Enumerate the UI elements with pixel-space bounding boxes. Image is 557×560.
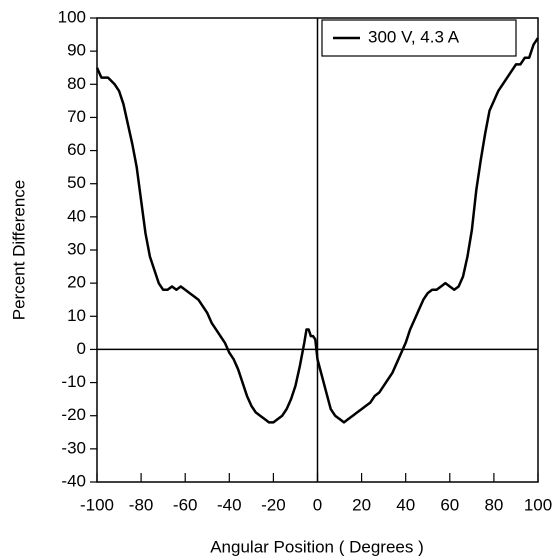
y-tick-label: -30	[61, 438, 86, 457]
y-tick-label: 80	[67, 74, 86, 93]
y-tick-label: -20	[61, 405, 86, 424]
x-tick-label: 0	[313, 495, 322, 514]
x-tick-label: -60	[173, 495, 198, 514]
x-tick-label: -100	[80, 495, 114, 514]
x-tick-label: -40	[217, 495, 242, 514]
y-tick-label: 30	[67, 239, 86, 258]
x-tick-label: 80	[484, 495, 503, 514]
x-axis-label: Angular Position ( Degrees )	[210, 537, 424, 556]
y-tick-label: 90	[67, 41, 86, 60]
y-tick-label: 70	[67, 107, 86, 126]
y-tick-label: 60	[67, 140, 86, 159]
y-tick-label: 50	[67, 173, 86, 192]
x-tick-label: -20	[261, 495, 286, 514]
y-tick-label: 0	[77, 339, 86, 358]
x-tick-label: -80	[129, 495, 154, 514]
x-tick-label: 100	[524, 495, 552, 514]
data-line	[95, 37, 540, 424]
x-tick-label: 60	[440, 495, 459, 514]
legend-label: 300 V, 4.3 A	[368, 27, 460, 46]
x-tick-label: 40	[396, 495, 415, 514]
y-tick-label: -40	[61, 471, 86, 490]
y-tick-label: -10	[61, 372, 86, 391]
y-tick-label: 20	[67, 273, 86, 292]
y-axis-label: Percent Difference	[9, 180, 28, 320]
y-tick-label: 40	[67, 206, 86, 225]
x-tick-label: 20	[352, 495, 371, 514]
y-tick-label: 10	[67, 306, 86, 325]
y-tick-label: 100	[58, 7, 86, 26]
